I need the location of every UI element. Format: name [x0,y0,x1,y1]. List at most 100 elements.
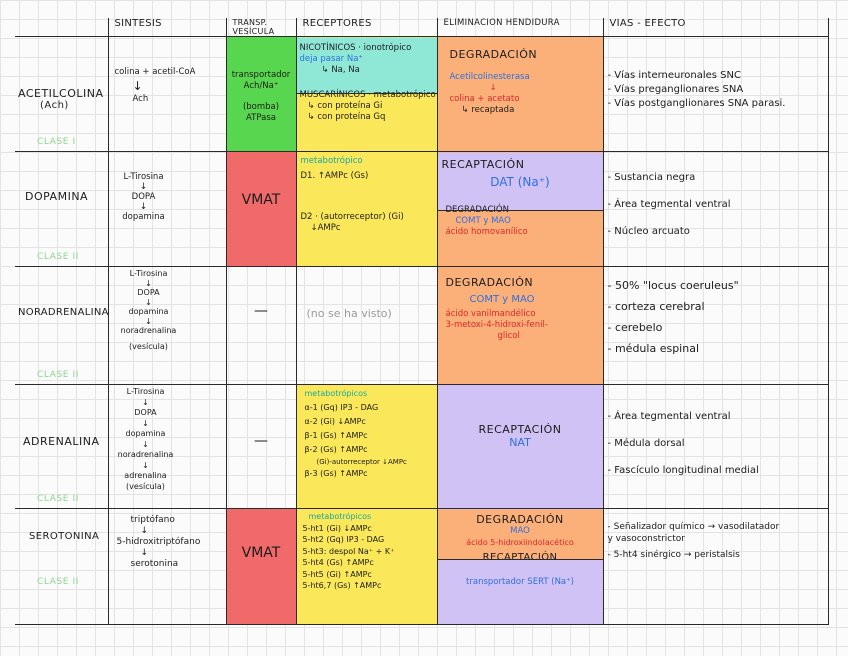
sintesis-cell: triptófano ↓ 5-hidroxitriptófano ↓ serot… [107,508,227,625]
rec-line: α-1 (Gq) IP3 - DAG [304,403,379,412]
rec-line: β-2 (Gs) ↑AMPc [304,445,368,454]
arrow-icon: ↓ [145,316,152,326]
rec-line: ↳ Na, Na [321,65,360,75]
elim-line: MAO [510,526,530,536]
row-noradrenalina: NORADRENALINA CLASE II L-Tirosina ↓ DOPA… [15,266,829,385]
vias-line: - Médula dorsal [607,438,685,449]
arrow-icon: ↓ [140,526,149,536]
sintesis-line: DOPA [137,288,160,297]
sintesis-line: dopamina [128,307,169,316]
rec-line: (no se ha visto) [306,307,392,320]
rec-line: D2 · (autorreceptor) (Gi) [300,212,404,222]
receptores-cell: metabotrópico D1. ↑AMPc (Gs) D2 · (autor… [295,151,438,267]
transp-line: transportador [231,70,291,80]
clase-label: CLASE I [37,137,76,147]
elim-line: COMT y MAO [455,216,511,226]
rec-line: α-2 (Gi) ↓AMPc [304,417,366,426]
vias-line: - cerebelo [607,321,663,334]
sintesis-line: DOPA [134,408,157,417]
eliminacion-cell: RECAPTACIÓN DAT (Na⁺) DEGRADACIÓN COMT y… [436,151,604,267]
row-abbr: (Ach) [40,100,69,111]
name-cell: ADRENALINA CLASE II [15,384,109,509]
row-name: ACETILCOLINA [18,87,104,100]
elim-line: ácido homovanílico [445,227,528,237]
sintesis-cell: L-Tirosina ↓ DOPA ↓ dopamina ↓ noradrena… [107,266,227,385]
sintesis-line: dopamina [125,429,166,438]
vias-line: - Área tegmental ventral [607,411,731,422]
transp-label: — [254,303,268,319]
transp-cell: VMAT [225,151,297,267]
elim-line: DEGRADACIÓN [449,48,538,61]
vias-line: - Vías preganglionares SNA [607,84,744,95]
arrow-icon: ↓ [132,79,143,93]
clase-label: CLASE II [37,252,80,262]
vias-cell: - 50% "locus coeruleus" - corteza cerebr… [602,266,829,385]
row-name: NORADRENALINA [18,307,108,318]
eliminacion-cell: RECAPTACIÓN NAT [436,384,604,509]
elim-line: ácido vanilmandélico [445,309,536,319]
transp-line: ATPasa [246,113,276,123]
elim-line: DEGRADACIÓN [476,513,564,526]
header-sintesis: SÍNTESIS [107,18,227,37]
vias-cell: - Señalizador químico → vasodilatador y … [602,508,829,625]
sintesis-line: noradrenalina [117,450,174,459]
sintesis-line: (vesícula) [129,341,168,351]
arrow-icon: ↓ [489,83,497,93]
name-cell: SEROTONINA CLASE II [15,508,109,625]
arrow-icon: ↓ [142,418,149,428]
elim-line: NAT [509,436,531,449]
rec-line: 5-ht4 (Gs) ↑AMPc [302,558,374,567]
receptores-cell: NICOTÍNICOS · ionotrópico deja pasar Na⁺… [295,36,438,152]
rec-line: metabotrópico [300,156,363,166]
vias-line: y vasoconstrictor [607,534,685,544]
receptores-cell: metabotrópicos α-1 (Gq) IP3 - DAG α-2 (G… [295,384,438,509]
clase-label: CLASE II [37,370,80,380]
arrow-icon: ↓ [142,439,149,449]
arrow-icon: ↓ [142,460,149,470]
sintesis-cell: colina + acetil-CoA ↓ Ach [107,36,227,152]
arrow-icon: ↓ [145,297,152,307]
sintesis-line: L-Tirosina [129,269,168,278]
vias-line: - médula espinal [607,342,700,355]
row-name: SEROTONINA [29,531,100,542]
eliminacion-cell: DEGRADACIÓN MAO ácido 5-hidroxiindolacét… [436,508,604,625]
elim-line: RECAPTACIÓN [478,423,562,436]
rec-line: β-3 (Gs) ↑AMPc [304,469,368,478]
name-cell: DOPAMINA CLASE II [15,151,109,267]
transp-label: VMAT [241,545,281,561]
rec-line: 5-ht3: despol Na⁺ + K⁺ [302,546,395,556]
row-name: ADRENALINA [23,435,100,448]
elim-line: colina + acetato [449,94,520,104]
transp-label: — [254,433,268,449]
transp-line: (bomba) [242,102,280,112]
arrow-icon: ↓ [139,182,148,192]
sintesis-line: serotonina [130,559,179,569]
sintesis-line: Ach [132,94,149,104]
sintesis-line: DOPA [131,192,156,202]
header-receptores: RECEPTORES [295,18,438,37]
vias-line: - Sustancia negra [607,172,696,183]
sintesis-line: 5-hidroxitriptófano [116,537,201,547]
header-vias: VÍAS - EFECTO [602,18,829,37]
vias-line: - Núcleo arcuato [607,226,690,237]
elim-line: Acetilcolinesterasa [449,72,530,82]
header-transp: TRANSP. VESÍCULA [225,18,297,37]
elim-line: RECAPTACIÓN [482,552,558,563]
rec-line: 5-ht1 (Gi) ↓AMPc [302,523,372,533]
transp-line: Ach/Na⁺ [243,81,279,91]
clase-label: CLASE II [37,494,80,504]
transp-cell: — [225,384,297,509]
transp-cell: — [225,266,297,385]
elim-line: DAT (Na⁺) [490,175,550,189]
sintesis-line: dopamina [122,212,165,222]
sintesis-line: triptófano [130,515,175,525]
rec-line: 5-ht6,7 (Gs) ↑AMPc [302,581,382,590]
vias-line: - Vías postganglionares SNA parasi. [607,98,786,109]
sintesis-cell: L-Tirosina ↓ DOPA ↓ dopamina [107,151,227,267]
arrow-icon: ↓ [140,548,149,558]
name-cell: NORADRENALINA CLASE II [15,266,109,385]
elim-line: 3-metoxi-4-hidroxi-fenil- [445,320,548,330]
receptores-cell: metabotrópicos 5-ht1 (Gi) ↓AMPc 5-ht2 (G… [295,508,438,625]
arrow-icon: ↓ [139,202,148,212]
